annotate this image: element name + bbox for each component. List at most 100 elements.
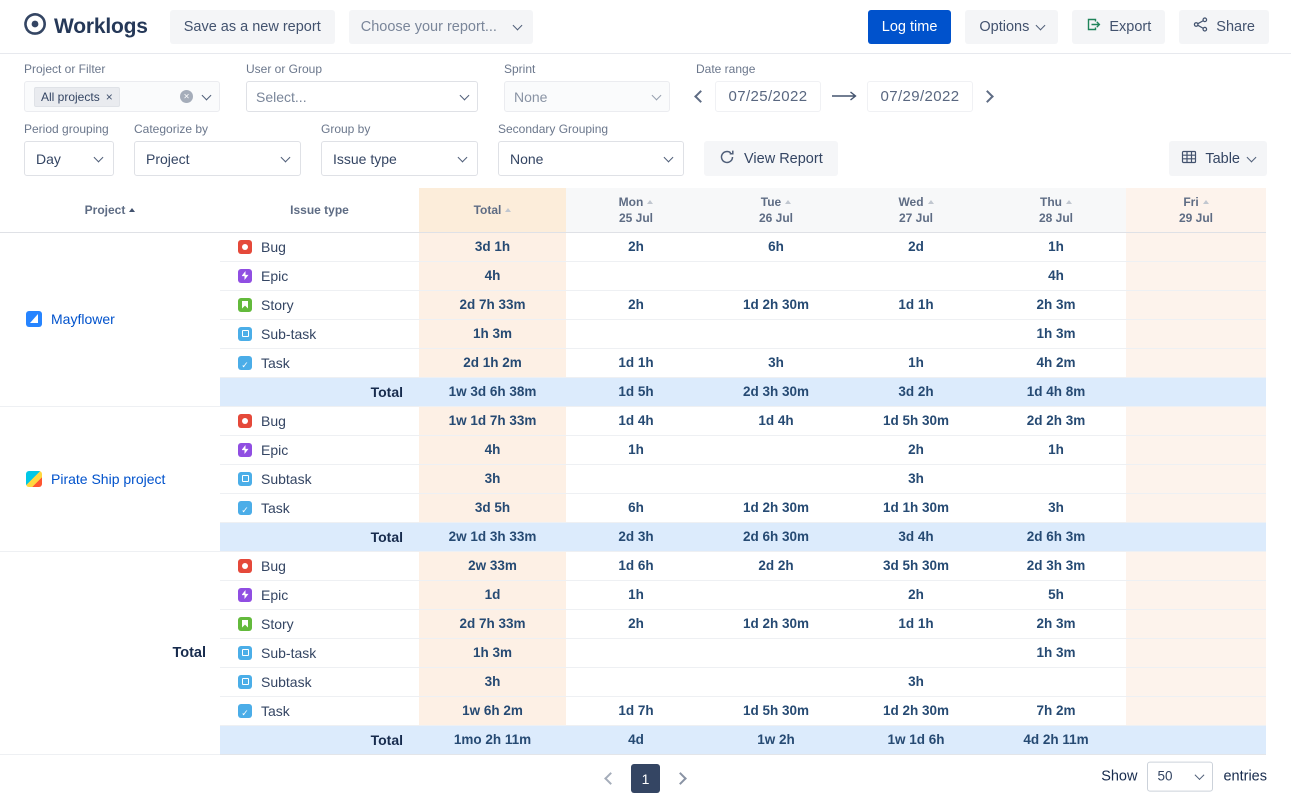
issue-type-label: Bug [261,557,286,574]
day-cell [1126,377,1266,407]
remove-chip-icon[interactable] [106,91,113,103]
user-filter-label: User or Group [246,62,323,76]
day-column-header[interactable]: Tue 26 Jul [706,188,846,233]
day-cell: 1h 3m [986,319,1126,349]
project-link[interactable]: Mayflower [51,311,115,327]
next-page-icon[interactable] [674,772,687,785]
issue-type-label: Sub-task [261,644,317,661]
sort-icon [1066,199,1072,204]
day-cell [986,464,1126,494]
day-cell: 1h [986,435,1126,465]
user-filter-select[interactable]: Select... [246,81,478,112]
bug-icon [238,413,252,428]
day-cell: 4h [986,261,1126,291]
entries-label: entries [1223,768,1267,785]
report-select-placeholder: Choose your report... [360,18,497,35]
day-cell: 3d 2h [846,377,986,407]
subtask-icon [238,326,252,341]
issue-type-label: Epic [261,586,289,603]
current-page-button[interactable]: 1 [631,764,660,793]
day-cell [1126,522,1266,552]
issue-type-label: Task [261,499,290,516]
day-column-header[interactable]: Thu 28 Jul [986,188,1126,233]
grand-total-label-cell: Total [0,550,220,755]
categorize-by-select[interactable]: Project [134,141,301,176]
day-cell: 2d 6h 3m [986,522,1126,552]
prev-page-icon[interactable] [604,772,617,785]
export-button[interactable]: Export [1072,9,1166,44]
options-button[interactable]: Options [965,9,1059,44]
task-icon [238,500,252,515]
epic-icon [238,442,252,457]
subtask-icon [238,471,252,486]
chevron-down-icon [201,90,212,100]
issue-type-label: Subtask [261,470,312,487]
project-filter-select[interactable]: All projects [24,81,220,112]
report-select[interactable]: Choose your report... [348,9,533,44]
refresh-icon [719,149,735,169]
categorize-by-label: Categorize by [134,122,209,136]
project-cell: Pirate Ship project [0,405,220,552]
log-time-button[interactable]: Log time [867,9,952,44]
day-cell [1126,580,1266,610]
day-cell: 1w 1d 6h [846,725,986,755]
table-row: Sub-task 1h 3m 1h 3m [0,638,1291,668]
total-row-label: Total [220,725,419,755]
day-column-header[interactable]: Mon 25 Jul [566,188,706,233]
epic-icon [238,587,252,602]
issue-type-column-header[interactable]: Issue type [220,188,419,233]
subtask-icon [238,674,252,689]
group-by-select[interactable]: Issue type [321,141,478,176]
project-avatar-pirate-ship [26,470,42,487]
total-row-label: Total [220,377,419,407]
start-date-input[interactable]: 07/25/2022 [715,81,821,112]
day-cell [846,638,986,668]
project-link[interactable]: Pirate Ship project [51,470,166,487]
sort-icon [505,207,512,212]
issue-type-label: Bug [261,238,286,255]
day-cell: 2d 3h 3m [986,550,1126,581]
total-cell: 1mo 2h 11m [419,725,566,755]
project-filter-label: Project or Filter [24,62,106,76]
share-button[interactable]: Share [1179,9,1269,44]
day-column-header[interactable]: Fri 29 Jul [1126,188,1266,233]
end-date-input[interactable]: 07/29/2022 [867,81,973,112]
page-size-select[interactable]: 50 [1147,761,1214,792]
story-icon [238,297,252,312]
total-cell: 2d 7h 33m [419,290,566,320]
issue-type-label: Task [261,354,290,371]
table-row: Story 2d 7h 33m 2h 1d 2h 30m 1d 1h 2h 3m [0,609,1291,639]
next-period-icon[interactable] [981,90,994,103]
controls-bar: Period grouping Day Categorize by Projec… [0,120,1291,188]
day-cell: 3d 5h 30m [846,550,986,581]
total-cell: 1w 6h 2m [419,696,566,726]
day-column-header[interactable]: Wed 27 Jul [846,188,986,233]
day-cell: 3d 4h [846,522,986,552]
chevron-down-icon [663,152,674,162]
prev-period-icon[interactable] [694,90,707,103]
day-cell [1126,319,1266,349]
total-cell: 1h 3m [419,638,566,668]
sprint-filter-select[interactable]: None [504,81,670,112]
chevron-down-icon [1195,769,1205,780]
day-cell: 2d 3h [566,522,706,552]
day-cell: 1d 4h [706,405,846,436]
worklogs-logo-icon [22,11,48,42]
story-icon [238,616,252,631]
project-column-header[interactable]: Project [0,188,220,233]
save-report-button[interactable]: Save as a new report [169,9,335,44]
day-cell [566,464,706,494]
date-range-picker: 07/25/2022 07/29/2022 [694,81,994,112]
secondary-grouping-select[interactable]: None [498,141,684,176]
day-cell: 2d 3h 30m [706,377,846,407]
view-mode-select[interactable]: Table [1169,141,1267,176]
total-column-header[interactable]: Total [419,188,566,233]
day-cell [1126,609,1266,639]
period-grouping-select[interactable]: Day [24,141,114,176]
issue-type-label: Story [261,615,294,632]
sprint-filter-label: Sprint [504,62,536,76]
view-report-button[interactable]: View Report [704,141,838,176]
clear-filter-icon[interactable] [180,90,193,103]
project-cell: Mayflower [0,231,220,407]
day-cell: 3h [986,493,1126,523]
